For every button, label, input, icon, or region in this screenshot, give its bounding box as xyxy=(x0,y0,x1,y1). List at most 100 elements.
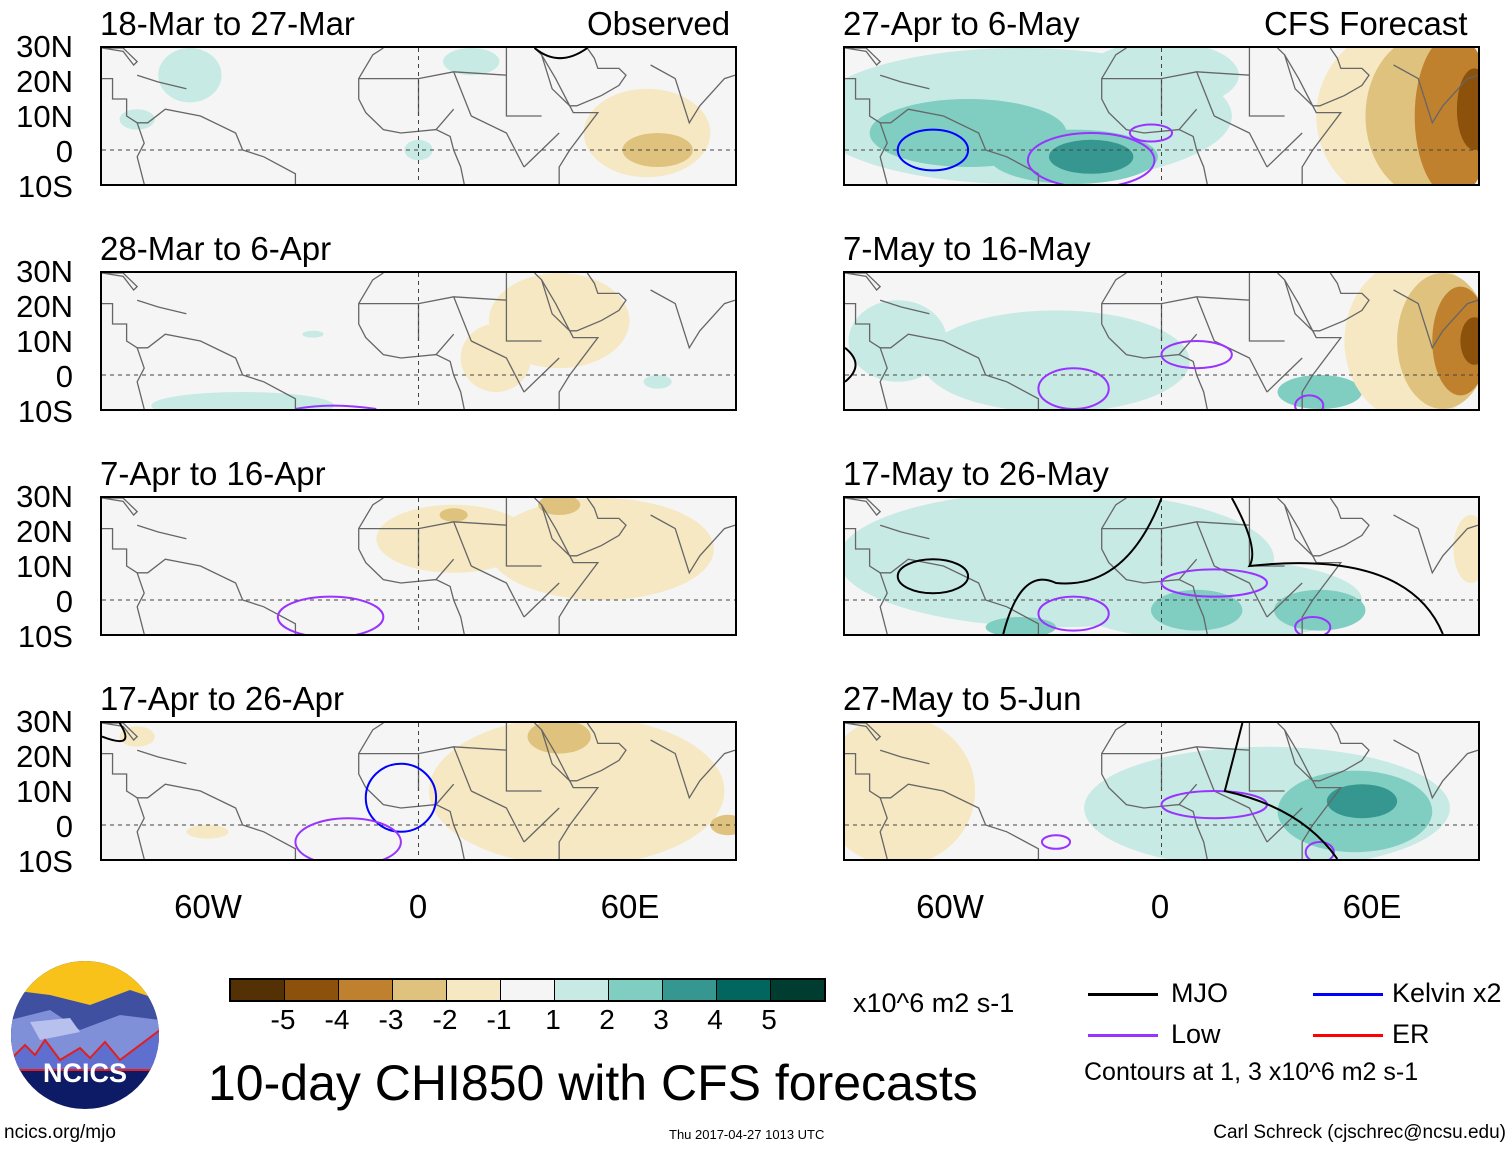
colorbar-tick-label: 4 xyxy=(707,1004,723,1035)
shading-region xyxy=(158,48,222,103)
kelvin-legend-label: Kelvin x2 xyxy=(1392,978,1502,1008)
coastline xyxy=(1394,290,1478,348)
shading-region xyxy=(643,375,672,389)
low-contour xyxy=(295,406,376,409)
low-contour xyxy=(1042,835,1070,849)
colorbar-tick-label: 3 xyxy=(653,1004,669,1035)
shading-region xyxy=(1432,286,1478,396)
coastline xyxy=(137,525,186,539)
mjo-legend-line xyxy=(1088,993,1158,996)
x-tick-label: 60E xyxy=(1342,888,1402,925)
coastline xyxy=(102,273,137,290)
colorbar-tick-label: -5 xyxy=(270,1004,296,1035)
lat-tick-label: 0 xyxy=(55,584,73,619)
shading-region xyxy=(404,139,433,161)
shading-region xyxy=(1456,68,1478,150)
panel-title: 7-May to 16-May xyxy=(843,230,1091,267)
panel-title: 17-May to 26-May xyxy=(843,455,1109,492)
coastline xyxy=(845,754,1038,859)
mjo-contour xyxy=(102,723,125,741)
lat-tick-label: 30N xyxy=(16,29,73,64)
coastline xyxy=(102,529,295,634)
colorbar-tick-label: -2 xyxy=(432,1004,458,1035)
coastline xyxy=(651,290,735,348)
low-contour xyxy=(1028,133,1155,184)
lat-tick-label: 30N xyxy=(16,254,73,289)
lat-tick-label: 10S xyxy=(17,619,73,654)
panel-title: 28-Mar to 6-Apr xyxy=(100,230,332,267)
author-credit: Carl Schreck (cjschrec@ncsu.edu) xyxy=(1213,1122,1506,1143)
mjo-legend-label: MJO xyxy=(1171,978,1228,1008)
mjo-contour xyxy=(1225,723,1338,859)
x-tick-label: 0 xyxy=(408,888,428,925)
low-contour xyxy=(1038,597,1108,631)
map-panel xyxy=(843,271,1480,411)
coastline xyxy=(1278,48,1341,184)
coastline xyxy=(1102,273,1208,409)
panel-title: 17-Apr to 26-Apr xyxy=(100,680,344,717)
colorbar-tick-label: 5 xyxy=(761,1004,777,1035)
map-svg xyxy=(102,48,735,184)
coastline xyxy=(1102,498,1208,634)
coastline xyxy=(1394,515,1478,573)
map-svg xyxy=(845,48,1478,184)
shading-region xyxy=(1274,589,1366,631)
colorbar-swatch xyxy=(285,980,339,1000)
coastline xyxy=(1102,48,1208,184)
site-link[interactable]: ncics.org/mjo xyxy=(4,1122,116,1143)
low-contour xyxy=(1306,842,1334,859)
low-legend-line xyxy=(1088,1034,1158,1037)
shading-region xyxy=(1453,515,1478,583)
coastline xyxy=(1278,723,1341,859)
panel-title: 18-Mar to 27-Mar xyxy=(100,5,355,42)
colorbar-swatch xyxy=(447,980,501,1000)
colorbar-swatch xyxy=(609,980,663,1000)
mjo-contour xyxy=(898,559,968,593)
lat-tick-label: 10N xyxy=(16,324,73,359)
map-panel xyxy=(843,721,1480,861)
coastline xyxy=(542,273,626,331)
colorbar xyxy=(229,978,826,1002)
coastline xyxy=(542,498,626,556)
map-svg xyxy=(845,498,1478,634)
shading-region xyxy=(302,330,324,338)
colorbar-tick-label: 1 xyxy=(545,1004,561,1035)
colorbar-tick-label: -1 xyxy=(486,1004,512,1035)
map-panel xyxy=(100,721,737,861)
shading-region xyxy=(1460,317,1478,365)
shading-region xyxy=(186,825,229,839)
mjo-contour xyxy=(535,48,588,58)
map-svg xyxy=(102,273,735,409)
coastline xyxy=(102,48,137,65)
coastline xyxy=(845,304,1038,409)
panel-title: 27-Apr to 6-May xyxy=(843,5,1080,42)
lat-tick-label: 10N xyxy=(16,774,73,809)
coastline xyxy=(1285,273,1369,331)
coastline xyxy=(137,798,144,859)
coastline xyxy=(1285,723,1369,781)
lat-tick-label: 0 xyxy=(55,359,73,394)
coastline xyxy=(845,723,880,740)
coastline xyxy=(102,304,295,409)
low-contour xyxy=(295,818,400,859)
low-contour xyxy=(1162,569,1268,596)
colorbar-swatch xyxy=(339,980,393,1000)
shading-region xyxy=(848,300,947,382)
coastline xyxy=(880,123,887,184)
mjo-contour xyxy=(1232,498,1443,634)
coastline xyxy=(102,754,295,859)
map-svg xyxy=(102,723,735,859)
coastline xyxy=(880,300,929,314)
low-contour xyxy=(1130,125,1172,142)
shading-region xyxy=(1326,784,1398,819)
coastline xyxy=(845,79,1038,184)
map-panel xyxy=(100,271,737,411)
colorbar-swatch xyxy=(771,980,824,1000)
colorbar-swatch xyxy=(231,980,285,1000)
er-legend-label: ER xyxy=(1392,1019,1430,1049)
shading-region xyxy=(845,723,976,859)
lat-tick-label: 10S xyxy=(17,844,73,879)
kelvin-legend-line xyxy=(1313,993,1383,996)
panel-title: 27-May to 5-Jun xyxy=(843,680,1082,717)
